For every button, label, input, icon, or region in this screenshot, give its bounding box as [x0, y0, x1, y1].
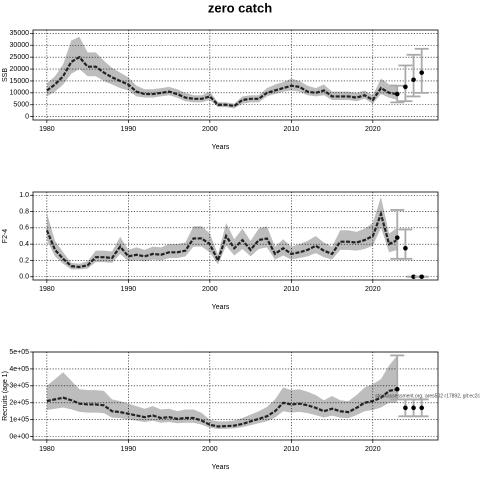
forecast-point [403, 84, 408, 90]
y-tick-label: 0.6 [19, 225, 29, 232]
chart-title: zero catch [208, 0, 272, 15]
y-tick-label: 0.0 [19, 274, 29, 281]
plot-frame [32, 29, 439, 121]
estimate-line [45, 210, 398, 269]
x-tick-label: 2020 [365, 126, 381, 133]
confidence-band [46, 36, 398, 109]
y-tick-label: 1.0 [19, 192, 29, 199]
y-tick-label: 0.4 [19, 241, 29, 248]
y-tick-label: 20000 [10, 66, 30, 73]
x-tick-label: 1980 [39, 286, 55, 293]
y-axis-label: Recruits (age 1) [2, 371, 9, 421]
y-tick-label: 15000 [10, 78, 30, 85]
y-tick-label: 35000 [10, 30, 30, 37]
watermark: stockassessment.org, ares502 r17892, git… [375, 393, 480, 399]
forecast-error-bar [406, 53, 421, 98]
x-tick-label: 1990 [121, 446, 137, 453]
y-axis-label: F2-4 [2, 229, 9, 244]
forecast-point [394, 91, 400, 97]
x-tick-label: 2010 [284, 446, 300, 453]
y-tick-label: 4e+05 [9, 366, 29, 373]
x-axis-label: Years [212, 304, 230, 311]
x-tick-label: 2020 [365, 446, 381, 453]
forecast-point [403, 245, 408, 251]
confidence-band [46, 355, 398, 429]
y-tick-label: 2e+05 [9, 400, 29, 407]
forecast-point [394, 386, 400, 392]
x-tick-label: 1980 [39, 126, 55, 133]
forecast-point [411, 77, 416, 83]
forecast-point [411, 405, 416, 411]
forecast-point [411, 274, 416, 280]
y-tick-label: 25000 [10, 54, 30, 61]
x-tick-label: 2010 [284, 126, 300, 133]
estimate-line [46, 388, 398, 428]
x-tick-label: 1980 [39, 446, 55, 453]
x-axis-label: Years [212, 144, 230, 151]
confidence-band [46, 196, 398, 270]
y-tick-label: 1e+05 [9, 417, 29, 424]
y-tick-label: 5000 [13, 102, 29, 109]
forecast-point [394, 235, 400, 240]
x-tick-label: 2000 [202, 446, 218, 453]
y-tick-label: 0 [25, 114, 29, 121]
x-tick-label: 2010 [284, 286, 300, 293]
forecast-point [403, 405, 408, 411]
y-tick-label: 10000 [10, 90, 30, 97]
x-tick-label: 2020 [365, 286, 381, 293]
y-tick-label: 5e+05 [9, 349, 29, 356]
y-tick-label: 0e+00 [9, 433, 29, 440]
y-tick-label: 30000 [10, 42, 30, 49]
plot-frame [32, 351, 439, 441]
y-axis-label: SSB [2, 68, 9, 82]
forecast-error-bar [398, 228, 413, 260]
estimate-line [46, 55, 398, 108]
y-tick-label: 0.2 [19, 257, 29, 264]
x-tick-label: 1990 [121, 286, 137, 293]
forecast-point [419, 70, 425, 75]
x-tick-label: 2000 [202, 126, 218, 133]
x-axis-label: Years [212, 464, 230, 471]
y-tick-label: 3e+05 [9, 383, 29, 390]
x-tick-label: 2000 [202, 286, 218, 293]
x-tick-label: 1990 [121, 126, 137, 133]
y-tick-label: 0.8 [19, 208, 29, 215]
forecast-point [419, 274, 425, 280]
plot-frame [32, 191, 439, 281]
forecast-point [419, 405, 425, 411]
forecast-error-bar [398, 64, 413, 103]
